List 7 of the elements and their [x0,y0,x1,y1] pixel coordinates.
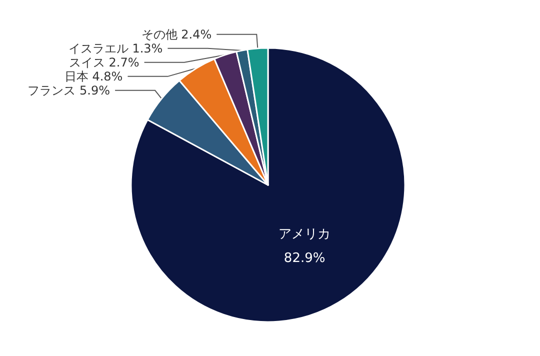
slice-label: フランス 5.9% [28,83,110,98]
slice-label: 日本 4.8% [64,69,123,84]
slice-label: アメリカ [278,226,331,242]
slice-label: スイス 2.7% [68,55,140,70]
slice-label: その他 2.4% [141,27,212,42]
slice-label: イスラエル 1.3% [68,41,163,56]
data-label: 82.9% [284,250,326,266]
